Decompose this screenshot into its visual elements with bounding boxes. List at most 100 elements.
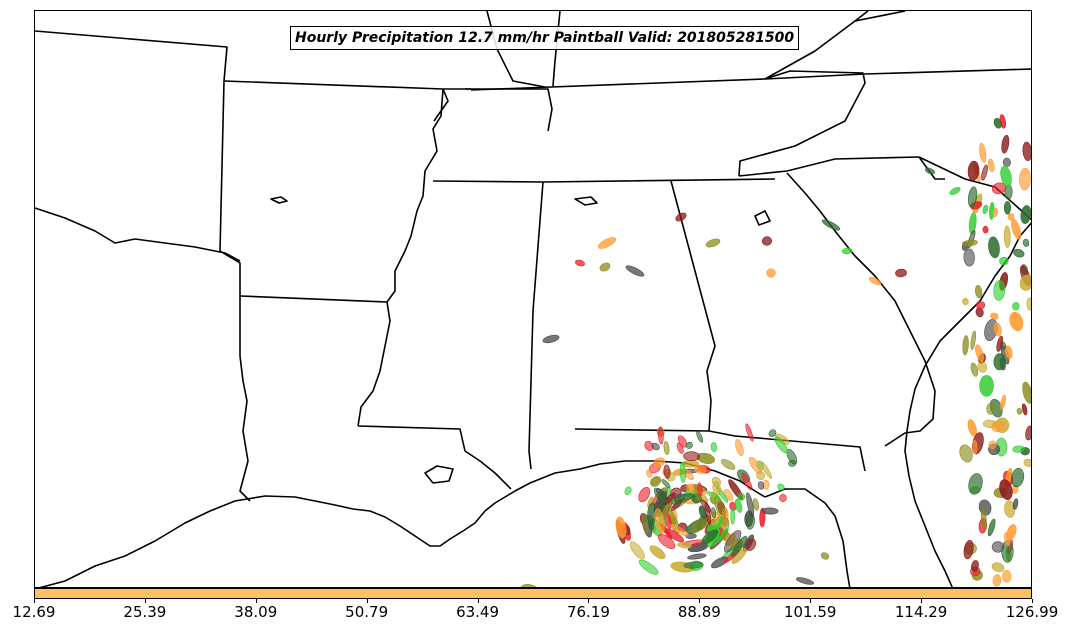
precip-blob <box>1012 498 1019 510</box>
colorbar-tick-label: 126.99 <box>1005 603 1059 621</box>
border-ok-mo <box>223 80 449 122</box>
precip-blob <box>615 516 627 539</box>
precip-blob <box>976 301 986 310</box>
precip-blob <box>970 362 979 377</box>
lake-al <box>574 196 598 206</box>
precip-blob <box>1021 403 1028 416</box>
border-tn-south <box>432 178 776 183</box>
precip-blob <box>788 459 797 467</box>
precip-paintball-layer <box>521 114 1031 587</box>
border-nc-sc <box>738 156 945 180</box>
precip-blob <box>730 507 735 525</box>
precip-blob <box>1003 225 1011 248</box>
lake-ga <box>754 210 771 226</box>
precip-blob <box>982 225 989 234</box>
precip-blob <box>774 436 788 454</box>
border-ok-ar <box>219 80 241 296</box>
precip-blob <box>967 419 977 437</box>
precip-blob <box>991 541 1005 553</box>
precip-blob <box>644 440 654 451</box>
precip-blob <box>1020 205 1031 224</box>
precip-blob <box>745 538 757 551</box>
precip-blob <box>993 322 1002 337</box>
precip-blob <box>963 539 974 560</box>
precip-blob <box>968 473 983 495</box>
precip-blob <box>761 507 779 515</box>
precip-blob <box>663 441 670 455</box>
precip-blob <box>734 498 743 513</box>
border-la-ms <box>357 425 512 490</box>
precip-blob <box>987 158 995 173</box>
precip-blob <box>1002 157 1011 167</box>
precip-blob <box>1019 274 1031 291</box>
precip-blob <box>661 479 671 489</box>
precip-blob <box>701 529 719 545</box>
precip-blob <box>696 431 704 443</box>
precip-blob <box>712 481 721 496</box>
precip-blob <box>752 498 759 511</box>
colorbar-tick-label: 50.79 <box>345 603 389 621</box>
precip-blob <box>986 403 995 415</box>
precip-blob <box>841 247 853 255</box>
precip-blob <box>821 219 841 231</box>
precip-blob <box>777 483 785 491</box>
border-ok-tx <box>35 207 241 262</box>
border-ar-la <box>239 295 388 303</box>
map-canvas <box>35 11 1031 587</box>
precip-blob <box>653 487 667 504</box>
border-ms-al <box>528 181 544 470</box>
border-ky-wv <box>764 11 869 80</box>
precip-blob <box>1004 345 1013 360</box>
precip-blob <box>542 334 560 344</box>
precip-blob <box>737 492 746 501</box>
precip-blob <box>1000 165 1012 187</box>
precip-blob <box>521 584 539 587</box>
precip-blob <box>1019 167 1031 191</box>
precip-blob <box>766 268 776 278</box>
precip-blob <box>710 442 718 452</box>
colorbar-tick-label: 101.59 <box>783 603 837 621</box>
border-va-nc-top <box>738 70 866 177</box>
precip-blob <box>658 534 676 549</box>
precip-blob <box>760 461 773 479</box>
border-al-fl <box>574 428 866 472</box>
precip-blob <box>795 577 815 585</box>
precip-blob <box>646 469 653 478</box>
precip-blob <box>651 442 660 451</box>
border-nc-coast-top <box>918 156 1031 221</box>
precip-blob <box>1004 532 1011 547</box>
precip-blob <box>676 442 684 454</box>
coastline-atlantic <box>904 222 1031 587</box>
precip-blob <box>697 482 703 496</box>
precip-blob <box>687 553 707 560</box>
precip-blob <box>706 491 721 501</box>
precip-blob <box>980 509 987 530</box>
precip-blob <box>1004 184 1013 200</box>
precip-blob <box>599 262 611 272</box>
map-panel: Hourly Precipitation 12.7 mm/hr Paintbal… <box>34 10 1032 588</box>
precip-blob <box>685 441 693 449</box>
precip-blob <box>963 248 975 267</box>
precip-blob <box>992 574 1002 587</box>
precip-blob <box>993 117 1002 129</box>
map-title: Hourly Precipitation 12.7 mm/hr Paintbal… <box>290 26 800 50</box>
colorbar-tick-label: 114.29 <box>894 603 948 621</box>
border-al-ga <box>670 180 716 432</box>
precip-blob <box>959 444 973 463</box>
border-tx-la <box>239 296 251 502</box>
precip-blob <box>988 440 997 449</box>
precip-blob <box>638 486 651 503</box>
precip-blob <box>999 479 1013 500</box>
precip-blob <box>1000 394 1007 410</box>
precip-blob <box>641 512 649 534</box>
precip-blob <box>1007 213 1015 221</box>
colorbar-tick-label: 25.39 <box>123 603 167 621</box>
precip-blob <box>981 164 988 181</box>
precip-blob <box>1012 301 1020 311</box>
precip-blob <box>1022 141 1031 162</box>
colorbar-tick <box>588 599 590 603</box>
precip-blob <box>735 439 744 457</box>
precip-blob <box>768 429 777 438</box>
coastline-texas <box>39 495 451 587</box>
precip-blob <box>962 297 969 306</box>
